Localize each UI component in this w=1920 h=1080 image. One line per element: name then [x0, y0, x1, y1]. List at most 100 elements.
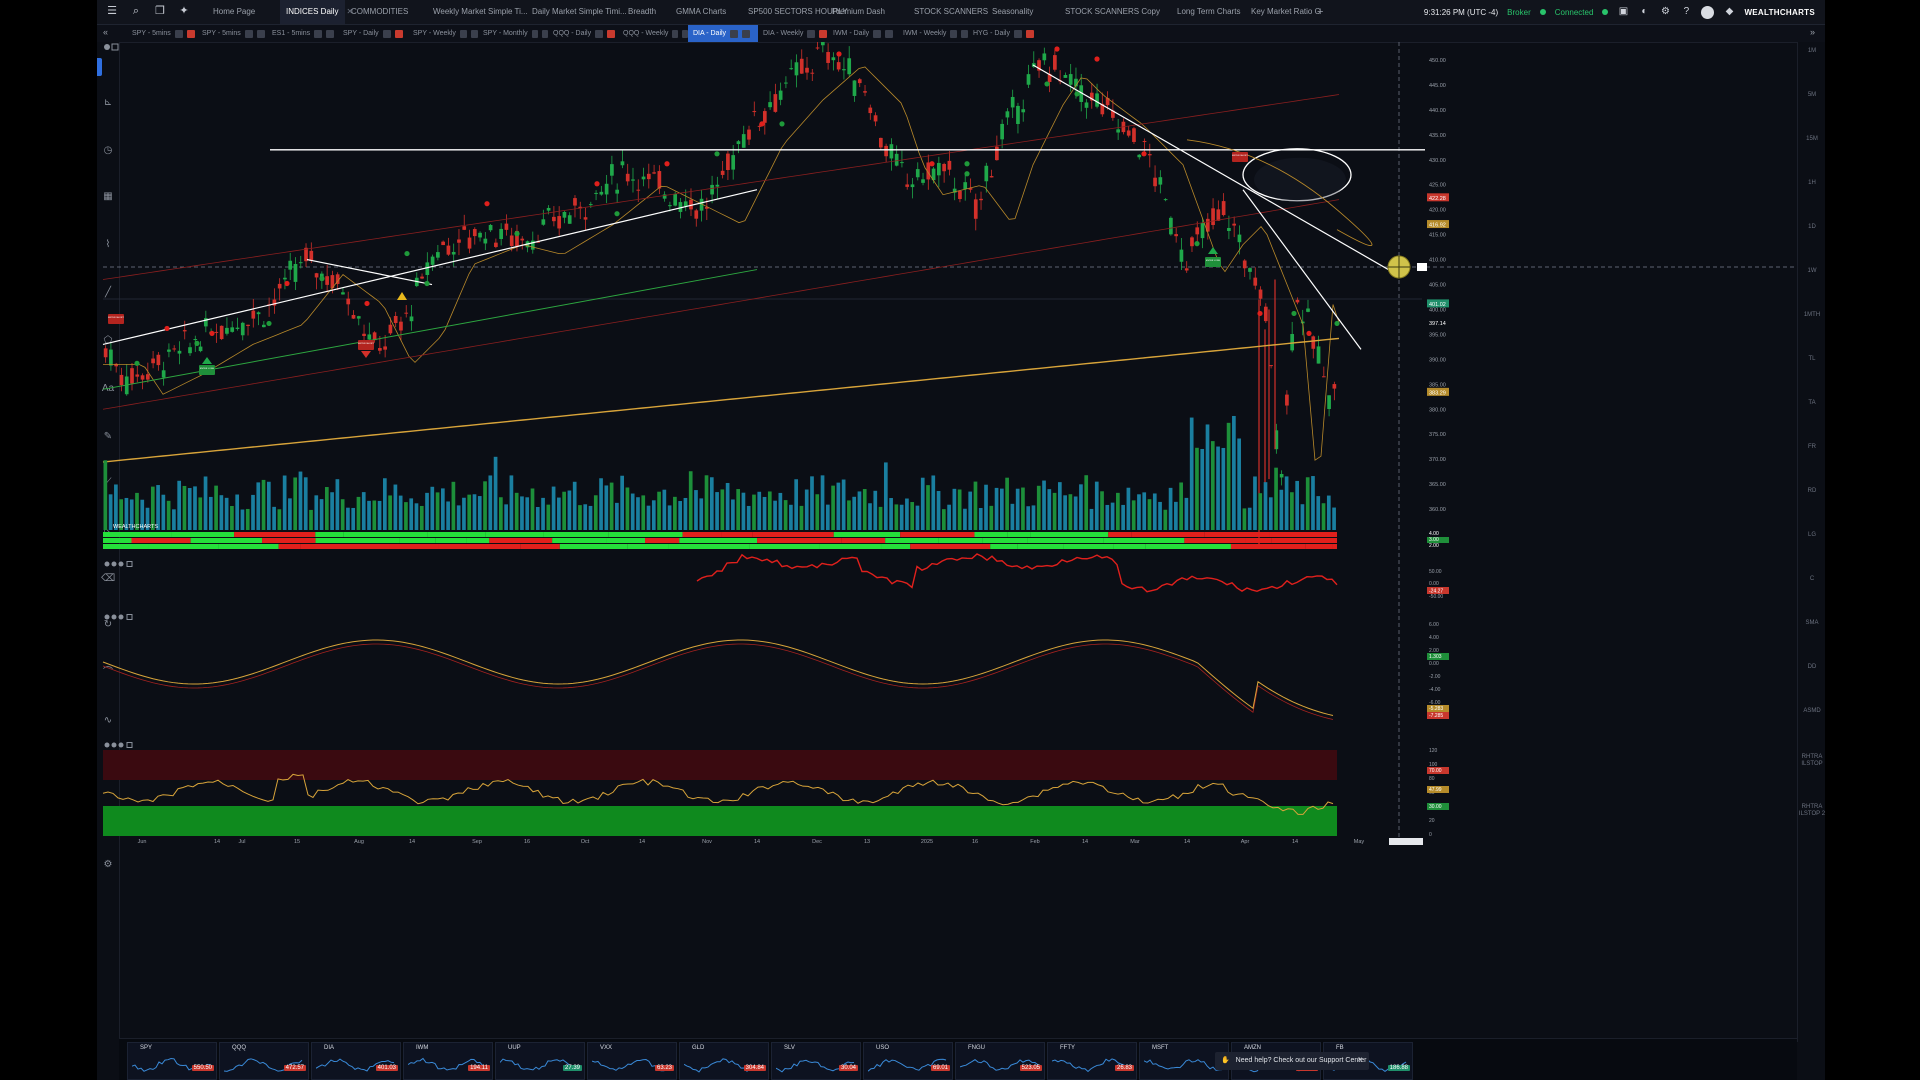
timeframe-button[interactable]: C	[1809, 576, 1815, 582]
watchlist-card[interactable]: QQQ 472.57	[219, 1042, 309, 1080]
wave-tool-icon[interactable]: ∿	[103, 715, 113, 726]
pane-close-icon[interactable]	[118, 561, 124, 567]
workspace-tab[interactable]: STOCK SCANNERS	[908, 0, 988, 24]
workspace-tab[interactable]: Daily Market Simple Timi...	[526, 0, 627, 24]
chart-tab[interactable]: HYG - Daily	[968, 25, 1038, 42]
timeframe-button[interactable]: 1M	[1807, 48, 1817, 54]
chart-tab[interactable]: DIA - Weekly	[758, 25, 828, 42]
chevron-right-icon[interactable]: »	[1809, 27, 1815, 37]
delete-icon[interactable]	[1025, 29, 1034, 38]
broker-label[interactable]: Broker	[1507, 7, 1531, 17]
pane-settings-icon[interactable]	[111, 614, 117, 620]
chart-tab[interactable]: SPY - Weekly	[408, 25, 478, 42]
timeframe-button[interactable]: 15M	[1806, 136, 1818, 142]
save-icon[interactable]: ▣	[1618, 6, 1629, 17]
edit-icon[interactable]	[244, 29, 253, 38]
support-banner[interactable]: ✋ Need help? Check out our Support Cente…	[1215, 1052, 1369, 1070]
price-chart[interactable]: SPDR DOW JONES INDUSTRIAL A... · Daily ·…	[97, 42, 1797, 1038]
ai-icon[interactable]: ✦	[179, 5, 189, 17]
pane-maximize-icon[interactable]	[126, 742, 133, 748]
chart-tab[interactable]: QQQ - Weekly	[618, 25, 688, 42]
timeframe-button[interactable]: FR	[1808, 444, 1816, 450]
pane-toggle-icon[interactable]	[104, 561, 110, 567]
workspace-tab[interactable]: Premium Dash	[826, 0, 908, 24]
watchlist-card[interactable]: UUP 27.39	[495, 1042, 585, 1080]
watchlist-card[interactable]: DIA 401.03	[311, 1042, 401, 1080]
trend-tool-icon[interactable]: ⌇	[105, 239, 111, 250]
timeframe-button[interactable]: 1H	[1808, 180, 1816, 186]
timeframe-button[interactable]: SMA	[1805, 620, 1819, 626]
refresh-tool-icon[interactable]: ↻	[103, 619, 113, 630]
watchlist-card[interactable]: GLD 304.84	[679, 1042, 769, 1080]
delete-icon[interactable]	[326, 29, 335, 38]
watchlist-card[interactable]: FNGU 523.05	[955, 1042, 1045, 1080]
workspace-tab[interactable]: INDICES Daily ✕	[280, 0, 353, 24]
workspace-tab[interactable]: Breadth	[622, 0, 670, 24]
add-tab-button[interactable]: +	[1317, 6, 1324, 18]
workspace-tab[interactable]: Long Term Charts	[1171, 0, 1245, 24]
pane-maximize-icon[interactable]	[126, 561, 133, 567]
chart-tab[interactable]: SPY - Daily	[338, 25, 408, 42]
pane-maximize-icon[interactable]	[126, 614, 133, 620]
settings-icon[interactable]	[111, 43, 119, 51]
timeframe-button[interactable]: LG	[1807, 532, 1816, 538]
timeframe-button[interactable]: RHTRA ILSTOP 2	[1798, 804, 1825, 817]
delete-icon[interactable]	[885, 29, 894, 38]
gear-icon[interactable]: ⚙	[1660, 6, 1670, 17]
add-indicator-button[interactable]: +	[97, 58, 102, 76]
workspace-tab[interactable]: STOCK SCANNERS Copy	[1059, 0, 1171, 24]
shape-tool-icon[interactable]: ⬠	[103, 335, 113, 346]
chart-tab[interactable]: SPY - 5mins	[197, 25, 267, 42]
timeframe-button[interactable]: 1D	[1808, 224, 1816, 230]
layout-icon[interactable]: ❐	[155, 5, 165, 17]
workspace-tab[interactable]: Seasonality	[986, 0, 1059, 24]
edit-icon[interactable]	[174, 29, 183, 38]
workspace-tab[interactable]: Home Page	[207, 0, 280, 24]
menu-icon[interactable]: ☰	[107, 5, 117, 17]
pane-close-icon[interactable]	[118, 614, 124, 620]
timeframe-button[interactable]: TA	[1808, 400, 1816, 406]
chart-tab[interactable]: SPY - 5mins	[127, 25, 197, 42]
watchlist-card[interactable]: FFTY 26.83	[1047, 1042, 1137, 1080]
pencil-tool-icon[interactable]: ✎	[103, 431, 113, 442]
timeframe-button[interactable]: RHTRA ILSTOP	[1801, 754, 1823, 767]
delete-icon[interactable]	[961, 29, 968, 38]
watchlist-card[interactable]: IWM 194.11	[403, 1042, 493, 1080]
chart-tab[interactable]: DIA - Daily	[688, 25, 758, 42]
delete-icon[interactable]	[742, 29, 751, 38]
workspace-tab[interactable]: GMMA Charts	[670, 0, 742, 24]
edit-icon[interactable]	[950, 29, 958, 38]
edit-icon[interactable]	[807, 29, 816, 38]
watchlist-card[interactable]: VXX 63.23	[587, 1042, 677, 1080]
settings-tool-icon[interactable]: ⚙	[103, 859, 113, 870]
delete-icon[interactable]	[682, 29, 688, 38]
delete-icon[interactable]	[819, 29, 828, 38]
crosshair-tool-icon[interactable]: ⊾	[103, 97, 113, 108]
pane-settings-icon[interactable]	[111, 742, 117, 748]
pane-settings-icon[interactable]	[111, 561, 117, 567]
delete-icon[interactable]	[256, 29, 265, 38]
eraser-tool-icon[interactable]: ⌫	[101, 573, 116, 584]
help-icon[interactable]: ?	[1683, 6, 1690, 17]
timeframe-button[interactable]: 1MTH	[1803, 312, 1821, 318]
chart-tab[interactable]: SPY - Monthly	[478, 25, 548, 42]
visibility-icon[interactable]	[104, 44, 110, 50]
pane-toggle-icon[interactable]	[104, 742, 110, 748]
delete-icon[interactable]	[394, 29, 403, 38]
close-icon[interactable]: ✕	[1357, 1057, 1363, 1064]
chart-tab[interactable]: ES1 - 5mins	[267, 25, 338, 42]
edit-icon[interactable]	[459, 29, 467, 38]
ruler-tool-icon[interactable]: ⟋	[104, 477, 112, 488]
calendar-tool-icon[interactable]: ▦	[103, 191, 113, 202]
workspace-tab[interactable]: Weekly Market Simple Ti...	[427, 0, 528, 24]
edit-icon[interactable]	[531, 29, 538, 38]
chart-tab[interactable]: QQQ - Daily	[548, 25, 618, 42]
timeframe-button[interactable]: 5M	[1807, 92, 1817, 98]
timeframe-button[interactable]: DD	[1807, 664, 1817, 670]
measure-tool-icon[interactable]: ◺	[104, 525, 112, 536]
search-icon[interactable]: ⌕	[132, 5, 140, 17]
pane-toggle-icon[interactable]	[104, 614, 110, 620]
edit-icon[interactable]	[314, 29, 323, 38]
workspace-tab[interactable]: Key Market Ratio C	[1245, 0, 1320, 24]
edit-icon[interactable]	[873, 29, 882, 38]
